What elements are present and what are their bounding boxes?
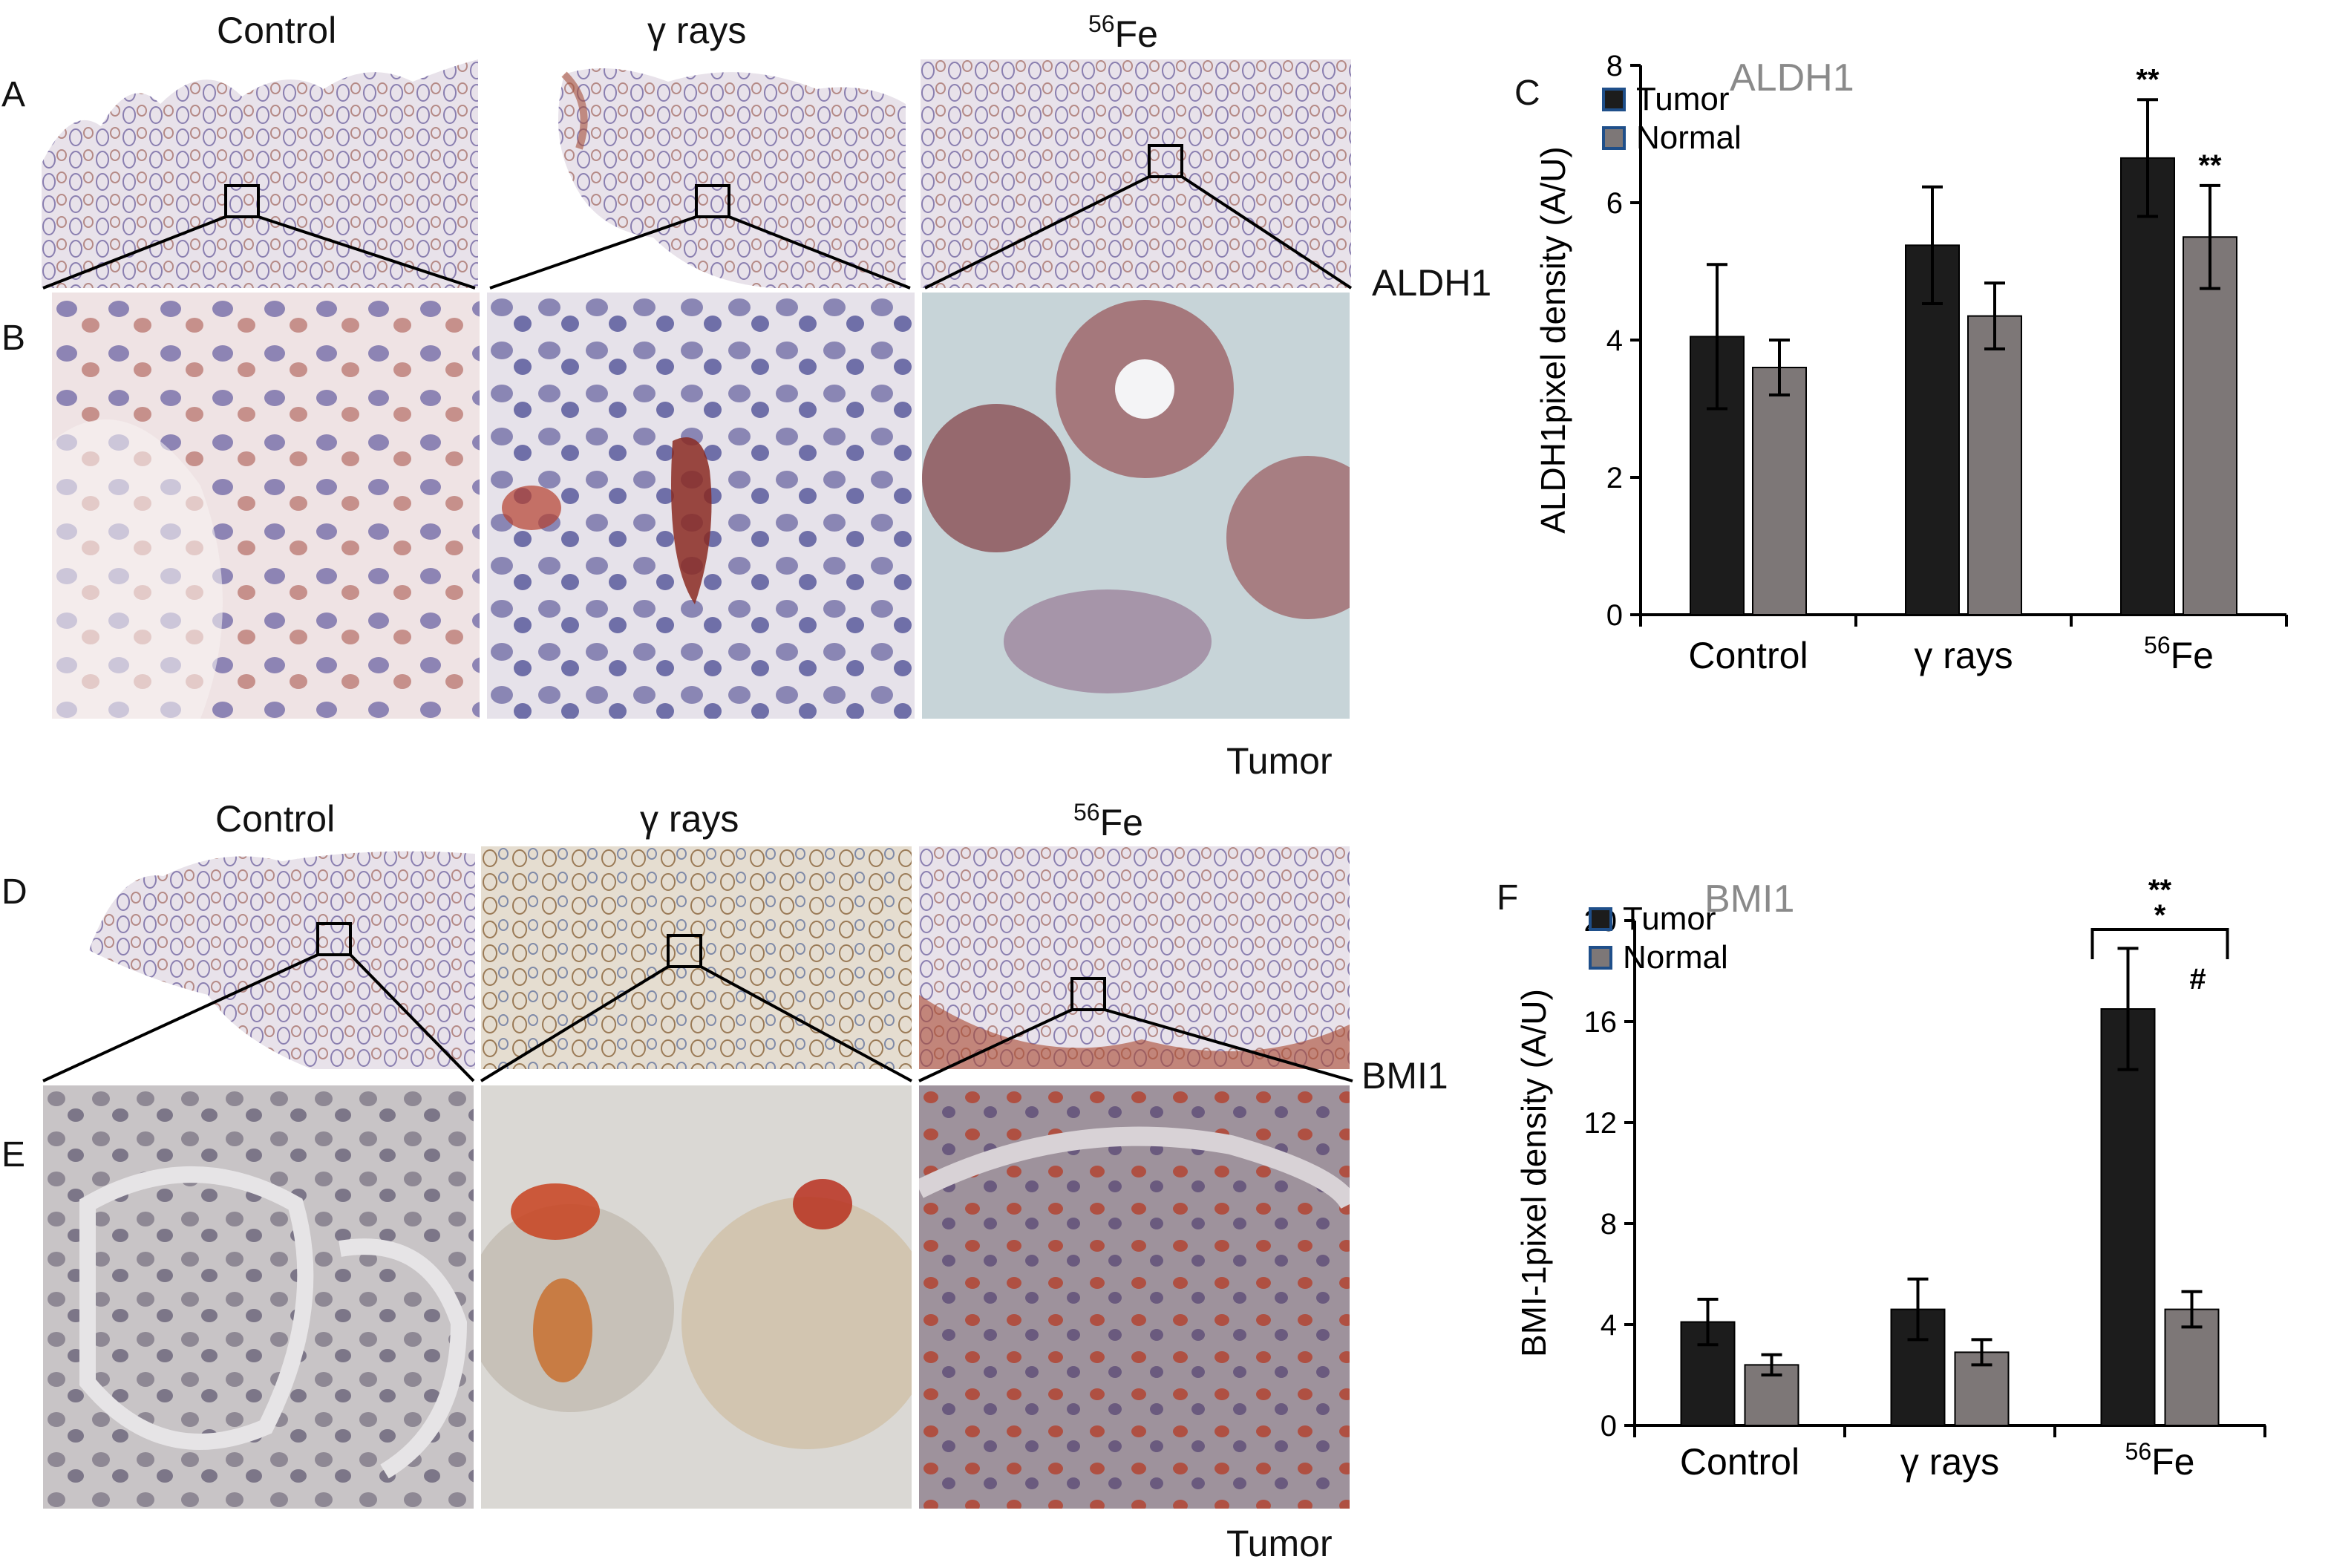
zoom-image-fe-aldh1 bbox=[922, 293, 1350, 719]
legend-swatch-normal bbox=[1602, 126, 1626, 150]
col-header-fe-top: 56Fe bbox=[1088, 12, 1158, 53]
col-header-gamma-bottom: γ rays bbox=[640, 798, 739, 840]
significance-bracket bbox=[2090, 928, 2229, 959]
chart-aldh1: ALDH1 0 2 4 6 8 ALDH1pixel density (A/U) Contro… bbox=[1514, 37, 2331, 705]
zoom-box-fe-aldh1 bbox=[1148, 144, 1183, 178]
chart-title: ALDH1 bbox=[1730, 56, 1854, 99]
fe-label: Fe bbox=[1099, 802, 1143, 843]
significance-mark: * bbox=[2154, 899, 2166, 932]
legend-swatch-tumor bbox=[1602, 88, 1626, 111]
zoom-box-control-aldh1 bbox=[224, 184, 260, 218]
y-tick-label: 4 bbox=[1606, 324, 1623, 357]
x-tick-label: 56Fe bbox=[2144, 632, 2214, 676]
x-tick-label: Control bbox=[1688, 635, 1808, 676]
x-tick-superscript: 56 bbox=[2144, 632, 2171, 659]
y-tick-label: 8 bbox=[1601, 1208, 1617, 1241]
overview-image-control-aldh1 bbox=[42, 59, 478, 288]
y-tick-label: 6 bbox=[1606, 187, 1623, 220]
overview-image-fe-bmi1 bbox=[919, 846, 1350, 1069]
panel-label-e: E bbox=[1, 1135, 26, 1175]
significance-mark: ** bbox=[2136, 63, 2160, 96]
overview-image-fe-aldh1 bbox=[921, 59, 1351, 288]
zoom-image-fe-bmi1 bbox=[919, 1085, 1350, 1509]
y-axis-label: ALDH1pixel density (A/U) bbox=[1534, 146, 1572, 534]
col-header-control-top: Control bbox=[217, 10, 337, 51]
fe-label: Fe bbox=[1114, 13, 1158, 55]
legend-swatch-normal bbox=[1589, 946, 1612, 970]
y-tick-label: 2 bbox=[1606, 462, 1623, 494]
x-tick-label: γ rays bbox=[1914, 635, 2013, 676]
bar-normal bbox=[2183, 236, 2237, 615]
legend-label-tumor: Tumor bbox=[1623, 901, 1716, 937]
y-axis-label: BMI-1pixel density (A/U) bbox=[1514, 989, 1553, 1357]
bar-tumor bbox=[1890, 1308, 1946, 1426]
legend-label-tumor: Tumor bbox=[1636, 81, 1730, 117]
legend-label-normal: Normal bbox=[1636, 120, 1742, 156]
chart-1-group: BMI1048121620BMI-1pixel density (A/U)Con… bbox=[1514, 874, 2266, 1483]
y-tick-label: 0 bbox=[1606, 599, 1623, 632]
overview-image-control-bmi1 bbox=[89, 846, 475, 1069]
chart-bmi1: BMI1048121620BMI-1pixel density (A/U)Con… bbox=[1497, 846, 2331, 1500]
legend-label-normal: Normal bbox=[1623, 939, 1728, 976]
tissue-label-tumor-top: Tumor bbox=[1226, 740, 1333, 782]
row-marker-aldh1: ALDH1 bbox=[1372, 262, 1492, 304]
panel-label-c: C bbox=[1514, 74, 1540, 113]
col-header-fe-bottom: 56Fe bbox=[1073, 800, 1143, 841]
panel-label-b: B bbox=[1, 318, 26, 358]
significance-mark: ** bbox=[2198, 149, 2222, 182]
zoom-image-gamma-bmi1 bbox=[481, 1085, 912, 1509]
x-tick-main: Fe bbox=[2151, 1441, 2194, 1483]
y-tick-label: 12 bbox=[1584, 1107, 1618, 1140]
y-tick-label: 16 bbox=[1584, 1006, 1618, 1039]
zoom-image-control-aldh1 bbox=[52, 293, 480, 719]
panel-label-f: F bbox=[1497, 878, 1519, 918]
zoom-box-fe-bmi1 bbox=[1070, 977, 1106, 1011]
bar-tumor bbox=[2120, 157, 2175, 615]
zoom-box-gamma-aldh1 bbox=[695, 184, 730, 218]
zoom-box-control-bmi1 bbox=[316, 922, 352, 956]
panel-label-d: D bbox=[1, 872, 27, 912]
x-tick-superscript: 56 bbox=[2125, 1438, 2152, 1465]
x-tick-label: Control bbox=[1680, 1441, 1799, 1483]
bar-normal bbox=[1967, 315, 2022, 615]
zoom-image-gamma-aldh1 bbox=[487, 293, 915, 719]
col-header-gamma-top: γ rays bbox=[647, 10, 747, 51]
zoom-image-control-bmi1 bbox=[43, 1085, 474, 1509]
fe-superscript: 56 bbox=[1073, 799, 1100, 826]
zoom-box-gamma-bmi1 bbox=[667, 934, 702, 968]
y-tick-label: 0 bbox=[1601, 1410, 1617, 1443]
y-tick-label: 8 bbox=[1606, 50, 1623, 82]
significance-mark: # bbox=[2189, 963, 2206, 996]
tissue-label-tumor-bottom: Tumor bbox=[1226, 1523, 1333, 1564]
x-tick-label: 56Fe bbox=[2125, 1438, 2195, 1483]
panel-label-a: A bbox=[1, 75, 26, 114]
y-tick-label: 4 bbox=[1601, 1309, 1617, 1342]
bar-tumor bbox=[2100, 1008, 2156, 1426]
row-marker-bmi1: BMI1 bbox=[1361, 1055, 1448, 1097]
chart-title: BMI1 bbox=[1704, 878, 1794, 921]
bar-tumor bbox=[1905, 244, 1960, 615]
bar-normal bbox=[1752, 367, 1807, 615]
legend-swatch-tumor bbox=[1589, 907, 1612, 931]
overview-image-gamma-bmi1 bbox=[481, 846, 912, 1069]
col-header-control-bottom: Control bbox=[215, 798, 336, 840]
fe-superscript: 56 bbox=[1088, 10, 1115, 37]
chart-0-group: ALDH1 0 2 4 6 8 ALDH1pixel density (A/U) Contro… bbox=[1534, 50, 2288, 676]
x-tick-main: Fe bbox=[2171, 635, 2214, 676]
x-tick-label: γ rays bbox=[1900, 1441, 1999, 1483]
significance-mark: ** bbox=[2148, 874, 2172, 906]
